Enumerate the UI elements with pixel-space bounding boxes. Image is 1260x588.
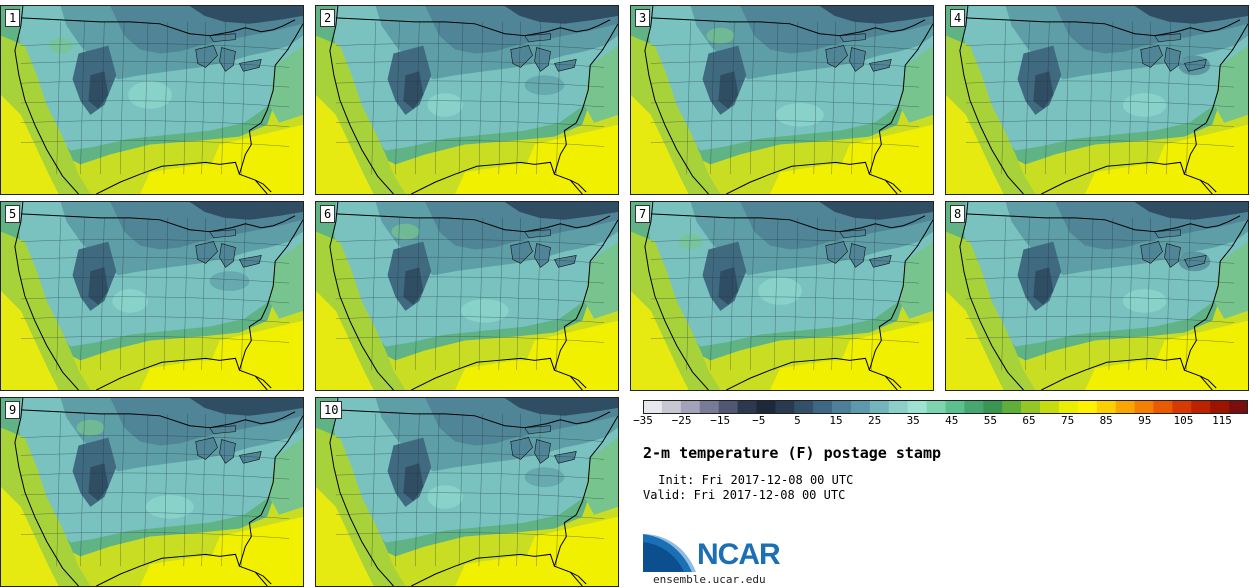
colorbar-segment [1021,400,1041,414]
colorbar-segment [775,400,795,414]
member-number-label: 7 [635,205,651,223]
colorbar-segment [1077,400,1098,414]
colorbar-segment [756,400,776,414]
temperature-map [316,398,618,586]
colorbar-segment [794,400,814,414]
colorbar-segment [907,400,927,414]
colorbar-segment [1172,400,1192,414]
colorbar-tick-label: 115 [1212,414,1232,427]
colorbar-segment [964,400,984,414]
temperature-map [631,6,933,194]
member-number-label: 4 [950,9,966,27]
colorbar-segment [1058,400,1079,414]
colorbar-tick-label: −5 [752,414,766,427]
colorbar-segment [737,400,757,414]
temperature-map [316,202,618,390]
member-number-label: 1 [5,9,21,27]
colorbar-tick-label: 35 [906,414,920,427]
member-map-panel[interactable]: 4 [945,5,1249,195]
colorbar-tick-label: 85 [1099,414,1113,427]
colorbar-segment [1115,400,1135,414]
colorbar-segment [832,400,852,414]
colorbar-tick-label: 65 [1022,414,1036,427]
ncar-logo-text: NCAR [697,538,781,571]
member-map-panel[interactable]: 3 [630,5,934,195]
colorbar-segment [813,400,833,414]
colorbar-tick-label: 45 [945,414,959,427]
colorbar-tick-label: −35 [633,414,653,427]
colorbar-segment [945,400,965,414]
page-title: 2-m temperature (F) postage stamp [643,444,942,462]
colorbar-tick-label: 105 [1173,414,1194,427]
colorbar-segment [1002,400,1022,414]
valid-time: Valid: Fri 2017-12-08 00 UTC [643,488,846,502]
colorbar-tick-label: 55 [983,414,998,427]
colorbar-tick-labels: −35 −25 −15 −5 5 15 25 35 45 55 65 75 85 95 105 115 [632,414,1252,430]
member-number-label: 3 [635,9,651,27]
temperature-map [316,6,618,194]
colorbar-segment [718,400,738,414]
member-map-panel[interactable]: 1 [0,5,304,195]
temperature-map [946,6,1248,194]
colorbar-segment [850,400,871,414]
member-number-label: 8 [950,205,966,223]
member-map-panel[interactable]: 7 [630,201,934,391]
colorbar-tick-label: −15 [710,414,731,427]
member-map-panel[interactable]: 10 [315,397,619,587]
colorbar-tick-label: 15 [829,414,843,427]
ncar-logo-icon[interactable] [642,530,792,574]
colorbar-tick-label: 95 [1138,414,1152,427]
colorbar-tick-label: 25 [867,414,882,427]
colorbar-segment [1191,400,1211,414]
temperature-map [1,202,303,390]
temperature-map [1,6,303,194]
member-number-label: 5 [5,205,21,223]
member-map-panel[interactable]: 6 [315,201,619,391]
temperature-colorbar [643,400,1248,414]
colorbar-segment [1153,400,1173,414]
temperature-map [631,202,933,390]
colorbar-segment [926,400,946,414]
colorbar-segment [1040,400,1060,414]
colorbar-segment [983,400,1003,414]
colorbar-segment [661,400,682,414]
member-map-panel[interactable]: 8 [945,201,1249,391]
temperature-map [946,202,1248,390]
init-time: Init: Fri 2017-12-08 00 UTC [651,473,854,487]
member-map-panel[interactable]: 2 [315,5,619,195]
member-number-label: 6 [320,205,336,223]
temperature-map [1,398,303,586]
colorbar-segment [680,400,701,414]
member-number-label: 2 [320,9,336,27]
colorbar-tick-label: 5 [794,414,801,427]
colorbar-segment [643,400,663,414]
site-url[interactable]: ensemble.ucar.edu [653,573,766,586]
colorbar-segment [699,400,719,414]
colorbar-tick-label: 75 [1060,414,1075,427]
colorbar-segment [1134,400,1154,414]
colorbar-segment [1229,400,1248,414]
colorbar-segment [1210,400,1230,414]
member-number-label: 10 [320,401,343,419]
member-map-panel[interactable]: 9 [0,397,304,587]
colorbar-segment [869,400,890,414]
member-number-label: 9 [5,401,21,419]
colorbar-segment [888,400,908,414]
member-map-panel[interactable]: 5 [0,201,304,391]
colorbar-tick-label: −25 [671,414,692,427]
colorbar-segment [1096,400,1116,414]
